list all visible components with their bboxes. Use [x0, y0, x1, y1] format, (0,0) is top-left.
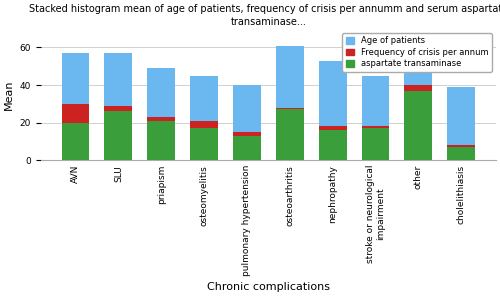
Bar: [318, 61, 346, 126]
Bar: [190, 121, 218, 128]
Bar: [233, 85, 261, 132]
Bar: [62, 53, 90, 104]
Bar: [404, 85, 432, 91]
Legend: Age of patients, Frequency of crisis per annum, aspartate transaminase: Age of patients, Frequency of crisis per…: [342, 33, 492, 72]
Bar: [448, 145, 475, 147]
Bar: [62, 123, 90, 160]
Bar: [448, 87, 475, 145]
X-axis label: Chronic complications: Chronic complications: [207, 282, 330, 292]
Bar: [104, 53, 132, 106]
Bar: [276, 107, 303, 110]
Bar: [404, 91, 432, 160]
Bar: [148, 117, 175, 121]
Bar: [148, 121, 175, 160]
Bar: [362, 128, 390, 160]
Title: Stacked histogram mean of age of patients, frequency of crisis per annumm and se: Stacked histogram mean of age of patient…: [29, 4, 500, 27]
Bar: [318, 126, 346, 130]
Bar: [62, 104, 90, 123]
Bar: [233, 132, 261, 136]
Bar: [362, 126, 390, 128]
Bar: [318, 130, 346, 160]
Bar: [404, 34, 432, 85]
Bar: [276, 110, 303, 160]
Bar: [190, 76, 218, 121]
Bar: [190, 128, 218, 160]
Bar: [104, 111, 132, 160]
Bar: [362, 76, 390, 126]
Bar: [448, 147, 475, 160]
Bar: [104, 106, 132, 111]
Y-axis label: Mean: Mean: [4, 79, 14, 110]
Bar: [148, 68, 175, 117]
Bar: [276, 46, 303, 107]
Bar: [233, 136, 261, 160]
